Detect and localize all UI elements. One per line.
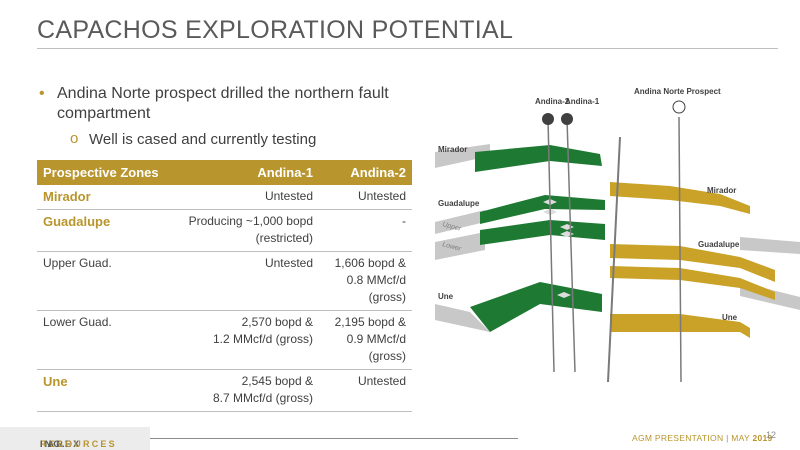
footer-year: 2019 xyxy=(752,433,773,443)
cell-line: 8.7 MMcf/d (gross) xyxy=(212,391,313,405)
label-andina-1: Andina-1 xyxy=(565,97,600,106)
andina-2-cell: 1,606 bopd & 0.8 MMcf/d (gross) xyxy=(319,251,412,311)
table-header-row: Prospective Zones Andina-1 Andina-2 xyxy=(37,160,412,185)
cell-line: (restricted) xyxy=(255,231,313,245)
header-andina-2: Andina-2 xyxy=(319,160,412,185)
andina-1-cell: 2,570 bopd & 1.2 MMcf/d (gross) xyxy=(167,310,319,370)
cell-line: (gross) xyxy=(368,349,406,363)
logo-main: PAREX xyxy=(40,439,82,449)
label-right-guadalupe: Guadalupe xyxy=(698,240,740,249)
label-left-une: Une xyxy=(438,292,454,301)
zone-cell: Upper Guad. xyxy=(37,251,167,311)
well-andina-1 xyxy=(566,118,576,373)
andina-1-cell: Untested xyxy=(167,251,319,311)
cell-line: 0.9 MMcf/d xyxy=(346,332,406,346)
footer-divider xyxy=(150,438,518,439)
andina-1-cell: 2,545 bopd & 8.7 MMcf/d (gross) xyxy=(167,369,319,412)
green-guadalupe-upper xyxy=(480,195,605,224)
green-mirador-body xyxy=(475,145,602,172)
gray-layer-lower xyxy=(435,232,485,260)
label-left-mirador: Mirador xyxy=(438,145,467,154)
label-right-une: Une xyxy=(722,313,738,322)
bullet-marker: • xyxy=(39,85,45,102)
andina-1-well-icon xyxy=(561,113,573,125)
cell-line: 1,606 bopd & xyxy=(334,256,406,270)
label-andina-2: Andina-2 xyxy=(535,97,570,106)
header-andina-1: Andina-1 xyxy=(167,160,319,185)
sub-bullet-item: o Well is cased and currently testing xyxy=(37,130,407,150)
gray-layer-une xyxy=(435,304,490,332)
cell-line: (gross) xyxy=(368,290,406,304)
cell-line: 2,570 bopd & xyxy=(241,315,313,329)
well-andina-2 xyxy=(547,118,555,373)
zone-cell: Mirador xyxy=(37,185,167,210)
presentation-name: AGM PRESENTATION xyxy=(632,433,724,443)
cross-section-diagram: Andina-2 Andina-1 Andina Norte Prospect … xyxy=(435,87,800,382)
zone-cell: Guadalupe xyxy=(37,209,167,252)
andina-1-cell: Producing ~1,000 bopd (restricted) xyxy=(167,209,319,252)
gray-layer-mirador xyxy=(435,144,490,168)
bullet-text: Andina Norte prospect drilled the northe… xyxy=(57,85,389,122)
footer-presentation: AGM PRESENTATION | MAY 2019 xyxy=(632,433,773,443)
andina-1-cell: Untested xyxy=(167,185,319,210)
page-number: 12 xyxy=(766,430,777,440)
andina-2-cell: Untested xyxy=(319,185,412,210)
label-left-lower: Lower xyxy=(441,241,462,253)
gray-layer-upper xyxy=(435,210,485,234)
label-right-mirador: Mirador xyxy=(707,186,736,195)
title-divider xyxy=(37,48,778,49)
footer-month: MAY xyxy=(731,433,750,443)
header-zones: Prospective Zones xyxy=(37,160,167,185)
cell-line: 2,545 bopd & xyxy=(241,374,313,388)
table-row-guadalupe: Guadalupe Producing ~1,000 bopd (restric… xyxy=(37,209,412,252)
label-left-guadalupe: Guadalupe xyxy=(438,199,480,208)
bullet-list: • Andina Norte prospect drilled the nort… xyxy=(37,84,407,150)
cell-line: 0.8 MMcf/d xyxy=(346,273,406,287)
andina-2-cell: - xyxy=(319,209,412,252)
sub-bullet-text: Well is cased and currently testing xyxy=(89,131,317,148)
gold-layer-guadalupe-1 xyxy=(610,244,775,282)
perf-marker xyxy=(557,292,571,298)
bullet-item: • Andina Norte prospect drilled the nort… xyxy=(37,84,407,124)
andina-2-cell: Untested xyxy=(319,369,412,412)
table-row-upper-guad: Upper Guad. Untested 1,606 bopd & 0.8 MM… xyxy=(37,251,412,311)
label-left-upper: Upper xyxy=(441,221,462,233)
table-row-lower-guad: Lower Guad. 2,570 bopd & 1.2 MMcf/d (gro… xyxy=(37,310,412,370)
cell-line: Producing ~1,000 bopd xyxy=(188,214,313,228)
green-une-body xyxy=(470,282,602,332)
zone-cell: Une xyxy=(37,369,167,412)
fault-line xyxy=(607,136,621,382)
well-prospect xyxy=(678,116,682,382)
cell-line: 2,195 bopd & xyxy=(334,315,406,329)
table-row-mirador: Mirador Untested Untested xyxy=(37,185,412,210)
gray-right-block xyxy=(740,237,800,254)
logo-suffix: INC. xyxy=(40,439,67,449)
gold-layer-guadalupe-2 xyxy=(610,266,775,300)
slide-title: CAPACHOS EXPLORATION POTENTIAL xyxy=(37,16,514,44)
andina-2-cell: 2,195 bopd & 0.9 MMcf/d (gross) xyxy=(319,310,412,370)
green-guadalupe-lower xyxy=(480,220,605,245)
company-logo: PAREX RESOURCES INC. xyxy=(0,427,150,450)
table-row-une: Une 2,545 bopd & 8.7 MMcf/d (gross) Unte… xyxy=(37,369,412,412)
sub-bullet-marker: o xyxy=(70,130,79,147)
cell-line: 1.2 MMcf/d (gross) xyxy=(212,332,313,346)
footer-separator: | xyxy=(726,433,729,443)
zone-cell: Lower Guad. xyxy=(37,310,167,370)
prospective-zones-table: Prospective Zones Andina-1 Andina-2 Mira… xyxy=(37,160,412,412)
label-prospect: Andina Norte Prospect xyxy=(634,87,721,96)
logo-gold: RESOURCES xyxy=(40,439,117,449)
prospect-well-icon xyxy=(672,100,686,114)
andina-2-well-icon xyxy=(542,113,554,125)
